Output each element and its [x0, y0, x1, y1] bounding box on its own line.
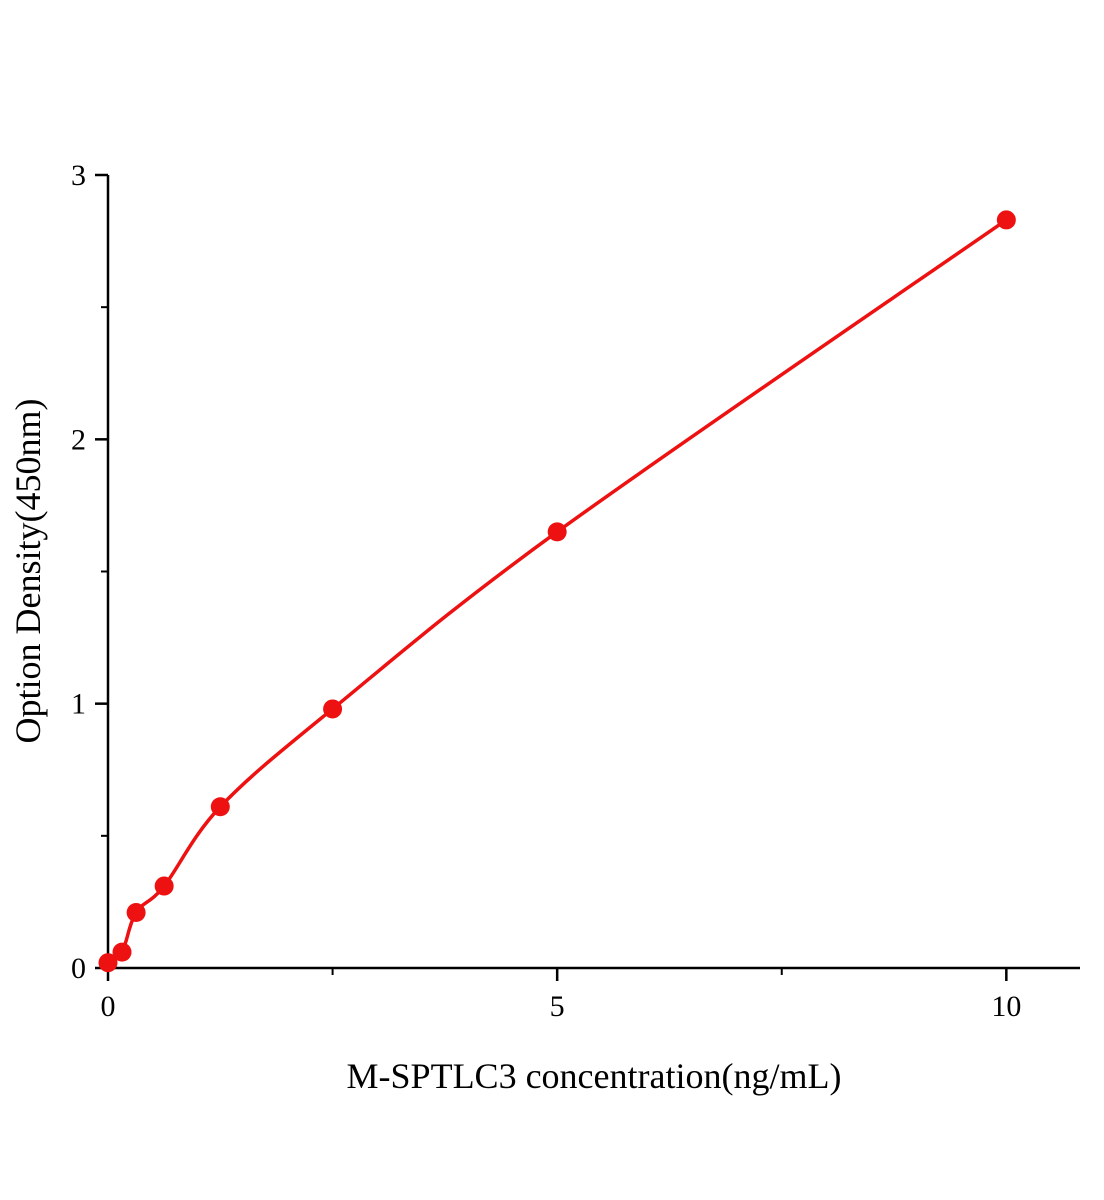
- data-point: [210, 797, 230, 817]
- y-tick-label: 1: [71, 688, 86, 721]
- x-axis-label: M-SPTLC3 concentration(ng/mL): [347, 1056, 842, 1096]
- y-axis-label: Option Density(450nm): [8, 399, 48, 744]
- fit-curve: [106, 218, 1008, 965]
- plot-area: 0 5 10 0 1 2 3: [71, 159, 1080, 1023]
- data-point: [154, 876, 174, 896]
- y-tick-label: 3: [71, 159, 86, 192]
- x-tick-label: 0: [101, 990, 116, 1023]
- y-tick-label: 2: [71, 423, 86, 456]
- x-tick-label: 10: [991, 990, 1021, 1023]
- data-point: [112, 942, 132, 962]
- data-point: [323, 699, 343, 719]
- data-point: [996, 210, 1016, 230]
- y-tick-label: 0: [71, 952, 86, 985]
- data-point: [547, 522, 567, 542]
- data-point: [126, 902, 146, 922]
- data-point: [98, 953, 118, 973]
- x-tick-label: 5: [550, 990, 565, 1023]
